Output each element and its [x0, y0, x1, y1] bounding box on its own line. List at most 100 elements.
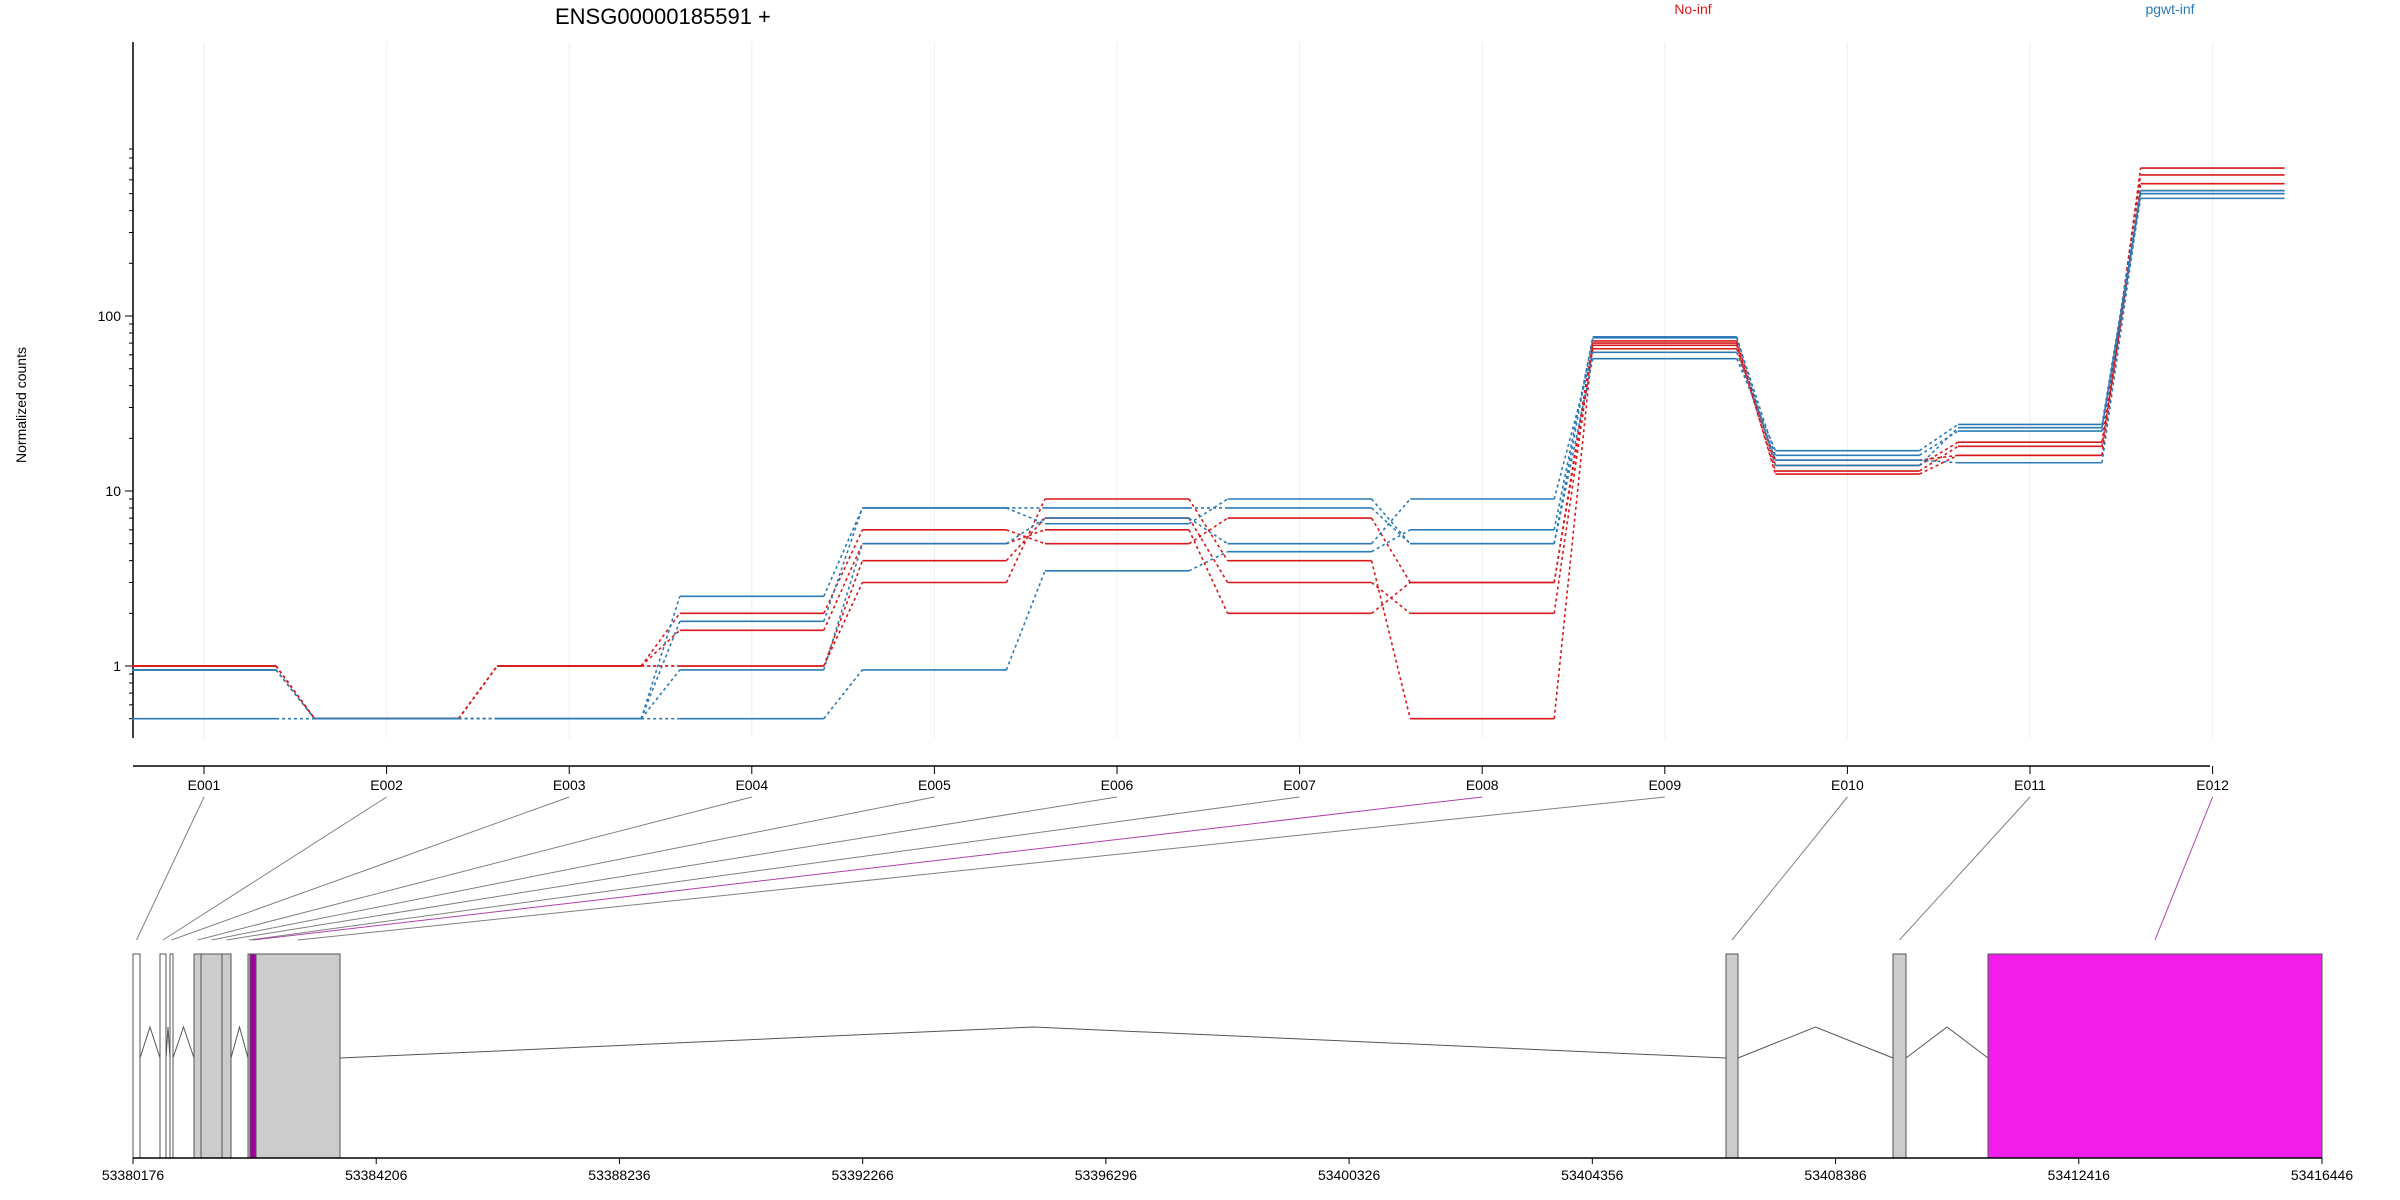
x-tick-label-e009: E009 [1648, 777, 1681, 793]
series-connector [1918, 427, 1959, 466]
series-connector [1919, 454, 1959, 475]
series-connector [2101, 190, 2142, 447]
intron-line [139, 1025, 161, 1059]
exon-box-e004 [193, 953, 202, 1159]
exon-box-e003 [169, 953, 174, 1159]
series-connector [823, 507, 864, 622]
exon-box-e012 [1987, 953, 2323, 1159]
series-connector [1918, 430, 1959, 456]
connector-e003 [171, 796, 570, 941]
legend-no-inf: No-inf [1674, 1, 1711, 17]
series-connector [1736, 352, 1777, 461]
x-tick-label-e001: E001 [188, 777, 221, 793]
connector-e009 [297, 796, 1665, 941]
series-connector [1736, 340, 1777, 466]
series-connector [1553, 343, 1594, 719]
coord-tick-label: 53416446 [2291, 1167, 2354, 1183]
series-connector [275, 669, 316, 720]
y-tick-label: 10 [105, 483, 121, 499]
exon-box-e006 [221, 953, 232, 1159]
series-connector [1006, 529, 1046, 545]
connector-e004 [197, 796, 752, 941]
series-connector [1736, 337, 1777, 456]
coord-tick-label: 53392266 [832, 1167, 895, 1183]
series-connector [1370, 560, 1411, 719]
coord-tick-label: 53404356 [1561, 1167, 1624, 1183]
exon-box-e002 [159, 953, 167, 1159]
series-connector [1006, 507, 1046, 525]
series-connector [1918, 423, 1959, 452]
series-pgwt-inf-5 [132, 192, 2285, 720]
y-tick-label: 1 [113, 658, 121, 674]
intron-line [165, 1026, 171, 1059]
series-connector [823, 669, 864, 720]
series-no-inf-0 [132, 182, 2285, 720]
intron-line [1905, 1026, 1989, 1059]
connector-e008 [252, 796, 1483, 941]
series-connector [1188, 517, 1229, 545]
vertical-grid [203, 42, 2214, 738]
series-connector [640, 669, 681, 720]
series-connector [1370, 498, 1411, 545]
series-connector [1188, 517, 1229, 545]
series-connector [823, 582, 864, 667]
coord-tick-label: 53388236 [588, 1167, 651, 1183]
series-connector [1553, 352, 1594, 500]
intron-line [230, 1025, 249, 1059]
legend-pgwt-inf: pgwt-inf [2145, 1, 2194, 17]
x-tick-label-e003: E003 [553, 777, 586, 793]
series-connector [1919, 459, 1959, 464]
connector-e005 [211, 796, 935, 941]
coord-tick-label: 53408386 [1804, 1167, 1867, 1183]
series-connector [823, 543, 864, 671]
series-connector [1370, 498, 1411, 545]
series-connector [1918, 445, 1959, 472]
x-tick-label-e007: E007 [1283, 777, 1316, 793]
connector-e011 [1899, 796, 2031, 941]
series-connector [1188, 498, 1229, 562]
coord-tick-label: 53384206 [345, 1167, 408, 1183]
series-connector [823, 529, 864, 614]
x-axis: E001 E002 E003 E004 E005 E006 E007 E008 E009 E010… [133, 765, 2229, 793]
connector-e012 [2154, 796, 2214, 941]
series-connector [1370, 517, 1411, 583]
series-connector [823, 507, 864, 597]
exon-box-e001 [132, 953, 141, 1159]
connector-e001 [136, 796, 205, 941]
series-connector [640, 629, 681, 667]
series-lines [132, 167, 2285, 720]
series-connector [1188, 550, 1228, 572]
coord-tick-label: 53412416 [2048, 1167, 2111, 1183]
y-axis-label: Normalized counts [13, 347, 29, 463]
intron-line [1737, 1026, 1894, 1059]
series-connector [640, 596, 681, 719]
series-connector [1736, 358, 1777, 451]
series-connector [275, 665, 316, 720]
series-connector [1553, 336, 1594, 544]
coord-tick-label: 53380176 [102, 1167, 165, 1183]
exon-connectors [136, 796, 2214, 941]
series-connector [1188, 517, 1229, 583]
series-connector [1371, 507, 1411, 545]
series-pgwt-inf-7 [132, 192, 2285, 720]
series-connector [1736, 336, 1777, 466]
exon-box-e009 [255, 953, 341, 1159]
series-connector [640, 612, 681, 667]
x-tick-label-e008: E008 [1466, 777, 1499, 793]
series-connector [1371, 529, 1411, 553]
series-no-inf-3 [132, 167, 2285, 720]
series-connector [823, 543, 864, 631]
series-connector [1005, 570, 1046, 671]
coord-tick-label: 53400326 [1318, 1167, 1381, 1183]
connector-e002 [162, 796, 387, 941]
x-tick-label-e010: E010 [1831, 777, 1864, 793]
gene-model [132, 953, 2323, 1159]
intron-line [339, 1026, 1727, 1059]
series-connector [1918, 441, 1959, 467]
x-tick-label-e011: E011 [2014, 777, 2046, 793]
series-connector [823, 560, 864, 667]
connector-e010 [1731, 796, 1848, 941]
x-tick-label-e004: E004 [735, 777, 768, 793]
chart-title: ENSG00000185591 + [555, 4, 771, 29]
